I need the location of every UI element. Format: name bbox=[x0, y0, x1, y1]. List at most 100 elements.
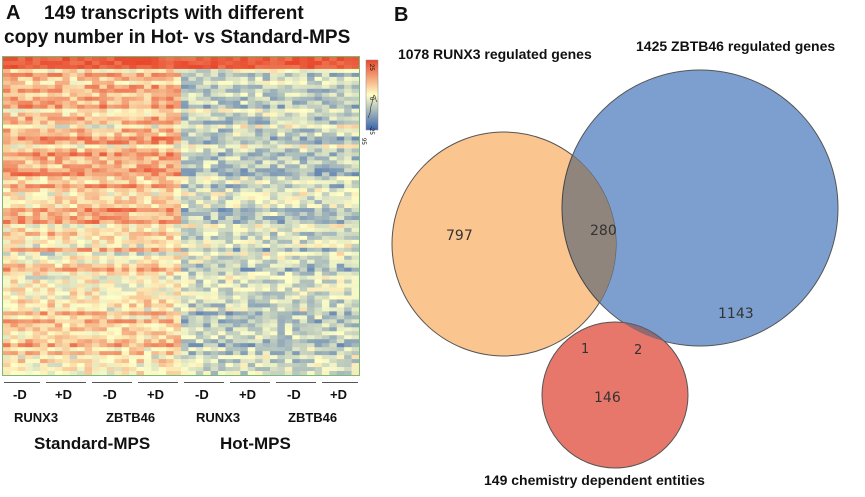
heatmap-cell bbox=[92, 319, 100, 324]
heatmap-cell bbox=[158, 112, 167, 117]
heatmap-cell bbox=[247, 128, 256, 133]
heatmap-cell bbox=[129, 144, 137, 149]
heatmap-cell bbox=[17, 72, 26, 78]
heatmap-cell bbox=[210, 76, 219, 82]
heatmap-cell bbox=[307, 219, 315, 225]
heatmap-cell bbox=[307, 359, 315, 364]
heatmap-cell bbox=[121, 251, 130, 257]
heatmap-cell bbox=[106, 124, 115, 129]
heatmap-cell bbox=[351, 184, 359, 189]
heatmap-cell bbox=[114, 120, 122, 125]
heatmap-cell bbox=[106, 140, 115, 145]
heatmap-cell bbox=[143, 140, 152, 145]
heatmap-cell bbox=[121, 128, 130, 133]
heatmap-cell bbox=[284, 168, 293, 173]
heatmap-cell bbox=[47, 196, 56, 201]
heatmap-cell bbox=[151, 144, 160, 149]
heatmap-cell bbox=[321, 108, 330, 113]
heatmap-cell bbox=[255, 247, 263, 253]
heatmap-cell bbox=[344, 359, 352, 364]
heatmap-cell bbox=[299, 311, 308, 316]
heatmap-cell bbox=[25, 259, 33, 264]
heatmap-cell bbox=[62, 148, 71, 153]
heatmap-cell bbox=[32, 271, 41, 276]
heatmap-cell bbox=[158, 247, 167, 253]
heatmap-cell bbox=[225, 128, 234, 133]
heatmap-cell bbox=[17, 327, 26, 332]
heatmap-cell bbox=[69, 164, 78, 169]
heatmap-cell bbox=[121, 80, 130, 86]
heatmap-cell bbox=[121, 164, 130, 169]
heatmap-cell bbox=[3, 140, 11, 145]
heatmap-cell bbox=[151, 219, 160, 225]
heatmap-cell bbox=[121, 303, 130, 308]
heatmap-cell bbox=[69, 267, 78, 272]
heatmap-cell bbox=[225, 200, 234, 205]
heatmap-cell bbox=[40, 84, 48, 90]
heatmap-cell bbox=[277, 136, 286, 141]
heatmap-cell bbox=[25, 92, 33, 98]
heatmap-cell bbox=[166, 299, 174, 304]
heatmap-cell bbox=[262, 172, 271, 177]
heatmap-cell bbox=[3, 255, 11, 261]
heatmap-cell bbox=[77, 243, 85, 249]
heatmap-cell bbox=[284, 371, 293, 375]
heatmap-cell bbox=[77, 136, 85, 141]
heatmap-cell bbox=[284, 148, 293, 153]
heatmap-cell bbox=[84, 307, 93, 312]
heatmap-cell bbox=[10, 156, 19, 161]
heatmap-cell bbox=[54, 136, 63, 141]
heatmap-cell bbox=[210, 227, 219, 233]
heatmap-cell bbox=[255, 140, 263, 145]
heatmap-cell bbox=[77, 275, 85, 280]
group-line bbox=[138, 382, 178, 383]
heatmap-cell bbox=[77, 267, 85, 272]
heatmap-cell bbox=[344, 184, 352, 189]
heatmap-cell bbox=[188, 76, 197, 82]
heatmap-cell bbox=[173, 291, 182, 296]
heatmap-cell bbox=[247, 84, 256, 90]
heatmap-cell bbox=[247, 367, 256, 372]
heatmap-cell bbox=[307, 216, 315, 221]
heatmap-cell bbox=[151, 295, 160, 300]
heatmap-cell bbox=[166, 371, 174, 375]
heatmap-cell bbox=[344, 307, 352, 312]
heatmap-cell bbox=[121, 299, 130, 304]
heatmap-cell bbox=[166, 275, 174, 280]
heatmap-cell bbox=[77, 144, 85, 149]
heatmap-cell bbox=[10, 359, 19, 364]
heatmap-cell bbox=[84, 112, 93, 117]
heatmap-cell bbox=[25, 295, 33, 300]
heatmap-cell bbox=[136, 347, 145, 352]
heatmap-cell bbox=[284, 180, 293, 185]
heatmap-cell bbox=[203, 164, 211, 169]
heatmap-cell bbox=[292, 291, 300, 296]
heatmap-cell bbox=[299, 176, 308, 181]
heatmap-cell bbox=[77, 64, 85, 70]
heatmap-cell bbox=[307, 335, 315, 340]
heatmap-cell bbox=[314, 116, 323, 121]
heatmap-cell bbox=[351, 108, 359, 113]
heatmap-cell bbox=[158, 57, 167, 62]
heatmap-cell bbox=[225, 339, 234, 344]
heatmap-cell bbox=[143, 243, 152, 249]
heatmap-cell bbox=[84, 160, 93, 165]
heatmap-cell bbox=[173, 84, 182, 90]
heatmap-cell bbox=[62, 180, 71, 185]
heatmap-cell bbox=[195, 100, 204, 105]
heatmap-cell bbox=[307, 259, 315, 264]
heatmap-cell bbox=[3, 287, 11, 292]
heatmap-cell bbox=[25, 160, 33, 165]
heatmap-cell bbox=[336, 267, 345, 272]
heatmap-cell bbox=[106, 223, 115, 229]
heatmap-cell bbox=[106, 172, 115, 177]
heatmap-cell bbox=[240, 227, 249, 233]
heatmap-cell bbox=[307, 180, 315, 185]
heatmap-cell bbox=[218, 208, 226, 213]
heatmap-cell bbox=[54, 363, 63, 368]
heatmap-cell bbox=[336, 76, 345, 82]
heatmap-cell bbox=[54, 112, 63, 117]
heatmap-cell bbox=[336, 176, 345, 181]
heatmap-cell bbox=[77, 72, 85, 78]
heatmap-cell bbox=[129, 303, 137, 308]
